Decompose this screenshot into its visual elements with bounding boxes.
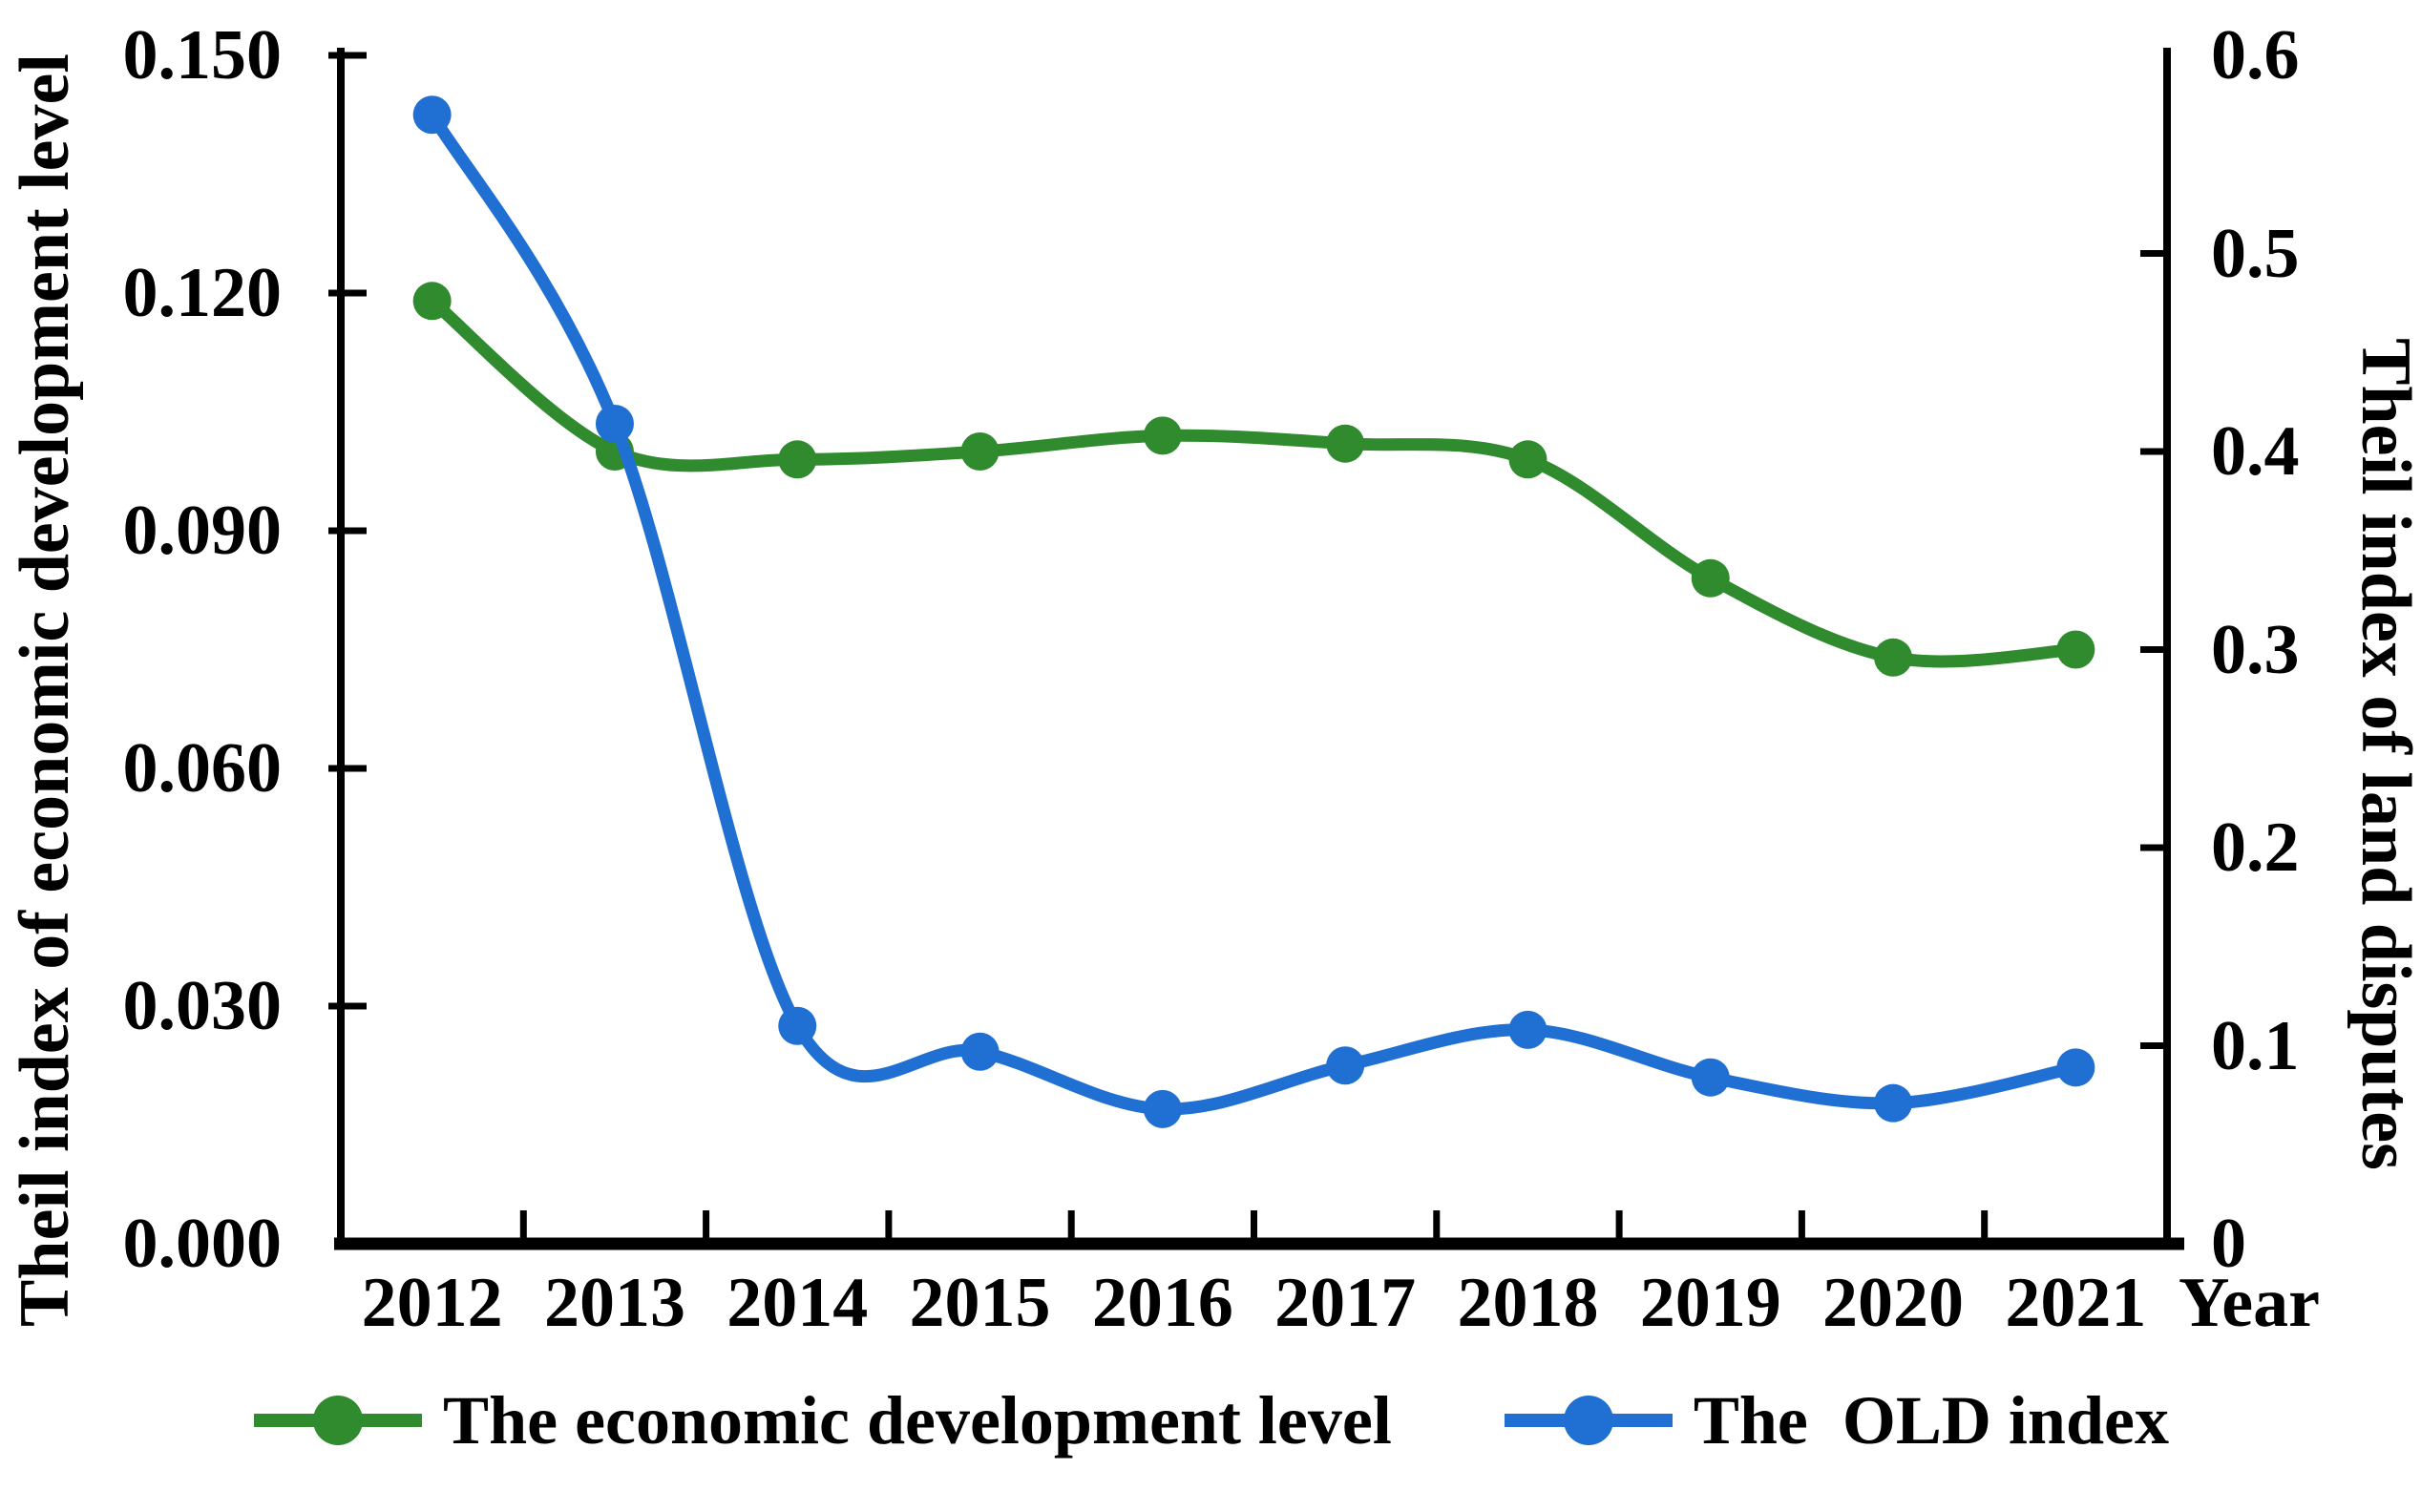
legend-marker-line-circle-icon <box>254 1396 423 1445</box>
data-point-marker-economic-development-level <box>778 440 817 479</box>
data-point-marker-old-index <box>1326 1046 1365 1085</box>
series-line-old-index <box>426 108 2082 1116</box>
data-point-marker-old-index <box>1691 1058 1730 1097</box>
x-axis-tick-label: 2016 <box>1091 1264 1233 1342</box>
data-point-marker-old-index <box>595 404 634 443</box>
right-axis-tick-label: 0.3 <box>2211 610 2300 689</box>
legend: The economic development level The OLD i… <box>0 1382 2421 1459</box>
legend-item-old-index: The OLD index <box>1503 1382 2169 1459</box>
x-axis-tick-label: 2012 <box>361 1264 503 1342</box>
x-axis-tick-label: 2017 <box>1274 1264 1417 1342</box>
data-point-marker-old-index <box>1874 1083 1913 1123</box>
left-axis-tick-label: 0.000 <box>122 1205 283 1283</box>
data-point-marker-old-index <box>412 95 452 135</box>
data-point-marker-economic-development-level <box>1874 638 1913 677</box>
left-axis-title: Theil index of economic development leve… <box>6 53 84 1327</box>
data-point-marker-old-index <box>1143 1089 1182 1128</box>
x-axis-tick-label: 2019 <box>1639 1264 1781 1342</box>
legend-marker-line-circle-icon <box>1504 1396 1673 1445</box>
data-point-marker-economic-development-level <box>1143 416 1182 455</box>
data-point-marker-economic-development-level <box>1326 424 1365 463</box>
legend-item-economic-development: The economic development level <box>252 1382 1392 1459</box>
legend-label: The OLD index <box>1693 1382 2169 1459</box>
x-axis-tick-label: 2014 <box>726 1264 869 1342</box>
right-axis-tick-label: 0 <box>2211 1205 2246 1283</box>
x-axis-tick-label: 2015 <box>909 1264 1051 1342</box>
left-axis-tick-label: 0.120 <box>122 254 283 332</box>
left-axis-tick-label: 0.030 <box>122 967 283 1045</box>
data-point-marker-economic-development-level <box>1508 440 1547 479</box>
legend-label: The economic development level <box>443 1382 1392 1459</box>
data-point-marker-old-index <box>960 1032 1000 1071</box>
left-axis-tick-label: 0.090 <box>122 492 283 570</box>
data-point-marker-old-index <box>778 1006 817 1045</box>
right-axis-title: Theil index of land disputes <box>2347 338 2421 1170</box>
data-point-marker-economic-development-level <box>412 282 452 321</box>
data-point-marker-economic-development-level <box>2056 630 2095 669</box>
x-axis-tick-label: 2018 <box>1457 1264 1599 1342</box>
data-point-marker-old-index <box>2056 1048 2095 1087</box>
left-axis-tick-label: 0.060 <box>122 729 283 808</box>
left-axis-tick-label: 0.150 <box>122 16 283 94</box>
data-point-marker-old-index <box>1508 1010 1547 1049</box>
x-axis-tick-label: 2021 <box>2005 1264 2147 1342</box>
data-point-marker-economic-development-level <box>960 432 1000 471</box>
x-axis-tick-label: 2013 <box>543 1264 685 1342</box>
right-axis-tick-label: 0.6 <box>2211 16 2300 94</box>
x-axis-title: Year <box>2179 1264 2320 1342</box>
series-line-economic-development-level <box>426 294 2082 668</box>
right-axis-tick-label: 0.1 <box>2211 1006 2300 1085</box>
data-point-marker-economic-development-level <box>1691 558 1730 598</box>
right-axis-tick-label: 0.5 <box>2211 214 2300 293</box>
right-axis-tick-label: 0.4 <box>2211 412 2300 491</box>
x-axis-tick-label: 2020 <box>1822 1264 1965 1342</box>
right-axis-tick-label: 0.2 <box>2211 808 2300 887</box>
